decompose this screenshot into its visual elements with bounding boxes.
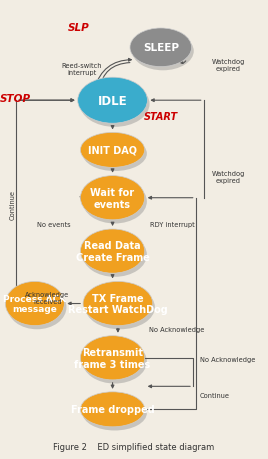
Text: Continue: Continue <box>10 189 16 219</box>
Ellipse shape <box>80 230 145 274</box>
Text: Continue: Continue <box>200 392 230 398</box>
Ellipse shape <box>83 340 147 384</box>
Text: TX Frame
Restart WatchDog: TX Frame Restart WatchDog <box>68 293 168 314</box>
Text: SLP: SLP <box>68 22 90 33</box>
Ellipse shape <box>130 29 192 67</box>
Ellipse shape <box>83 396 147 431</box>
Text: Watchdog
expired: Watchdog expired <box>212 59 245 72</box>
Ellipse shape <box>8 285 66 330</box>
Ellipse shape <box>5 282 64 326</box>
Ellipse shape <box>80 336 145 380</box>
Ellipse shape <box>80 82 150 128</box>
Text: Acknowledge
received: Acknowledge received <box>25 291 70 304</box>
Ellipse shape <box>80 133 145 168</box>
Text: Read Data
Create Frame: Read Data Create Frame <box>76 241 150 262</box>
Text: Process ACK
message: Process ACK message <box>3 294 66 313</box>
Ellipse shape <box>83 137 147 172</box>
Text: No Acknowledge: No Acknowledge <box>200 356 255 362</box>
Text: Retransmit
frame 3 times: Retransmit frame 3 times <box>75 347 151 369</box>
Text: STOP: STOP <box>0 94 31 104</box>
Text: SLEEP: SLEEP <box>143 43 179 53</box>
Text: IDLE: IDLE <box>98 95 127 107</box>
Ellipse shape <box>83 282 153 326</box>
Ellipse shape <box>132 33 194 71</box>
Ellipse shape <box>85 285 155 330</box>
Ellipse shape <box>80 392 145 427</box>
Text: INIT DAQ: INIT DAQ <box>88 146 137 156</box>
Text: Frame dropped: Frame dropped <box>71 404 154 414</box>
Text: Wait for
events: Wait for events <box>91 188 135 209</box>
Text: No events: No events <box>38 222 71 228</box>
Ellipse shape <box>80 176 145 220</box>
Text: START: START <box>144 112 178 122</box>
Ellipse shape <box>83 233 147 277</box>
Ellipse shape <box>78 78 147 124</box>
Text: Figure 2    ED simplified state diagram: Figure 2 ED simplified state diagram <box>53 442 215 451</box>
Text: RDY interrupt: RDY interrupt <box>150 222 195 228</box>
Ellipse shape <box>83 180 147 224</box>
Text: Reed-switch
interrupt: Reed-switch interrupt <box>61 63 102 76</box>
Text: No Acknowledge: No Acknowledge <box>149 326 204 333</box>
Text: Watchdog
expired: Watchdog expired <box>212 170 245 183</box>
